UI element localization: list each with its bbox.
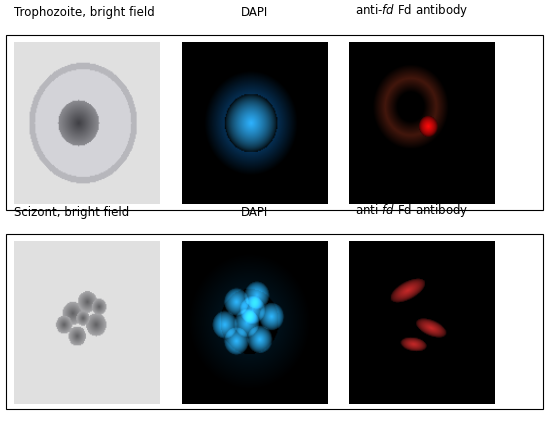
Text: anti-$\mathit{fd}$ Fd antibody: anti-$\mathit{fd}$ Fd antibody: [355, 202, 468, 219]
Text: DAPI: DAPI: [241, 206, 268, 219]
Text: anti-$\mathit{fd}$ Fd antibody: anti-$\mathit{fd}$ Fd antibody: [355, 3, 468, 19]
Text: Trophozoite, bright field: Trophozoite, bright field: [14, 6, 155, 19]
Text: DAPI: DAPI: [241, 6, 268, 19]
FancyBboxPatch shape: [6, 234, 543, 409]
Text: Scizont, bright field: Scizont, bright field: [14, 206, 129, 219]
FancyBboxPatch shape: [6, 35, 543, 210]
